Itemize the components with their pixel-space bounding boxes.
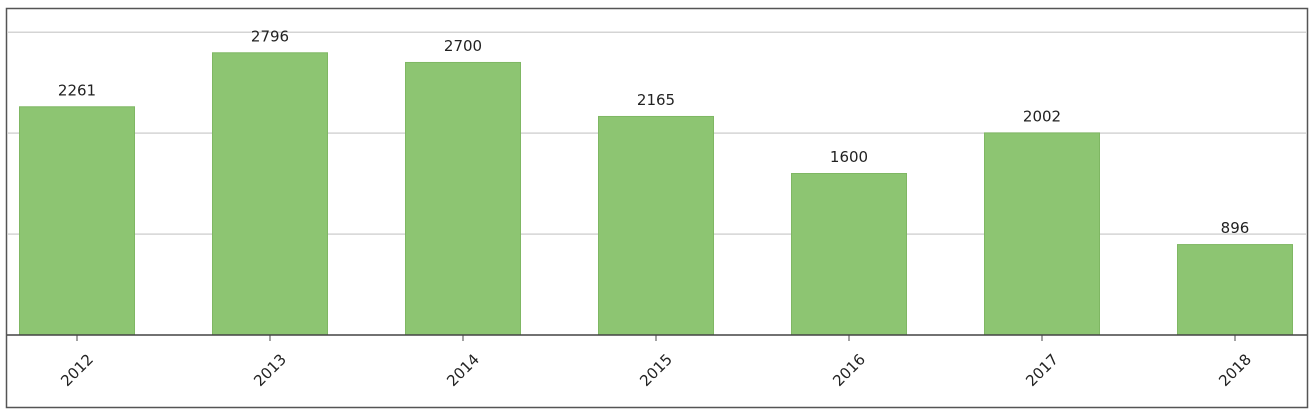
- bar: [791, 173, 907, 336]
- x-tick-label: 2015: [636, 350, 676, 390]
- bar: [19, 106, 135, 336]
- x-tick-label: 2017: [1022, 350, 1062, 390]
- value-label: 1600: [830, 148, 868, 166]
- bar: [598, 115, 714, 336]
- x-tick-label: 2012: [57, 350, 97, 390]
- x-tick-label: 2014: [443, 350, 483, 390]
- x-tick-label: 2016: [829, 350, 869, 390]
- x-tick-label: 2013: [250, 350, 290, 390]
- bar: [212, 52, 328, 336]
- bar: [984, 132, 1100, 336]
- value-label: 2261: [58, 81, 96, 99]
- value-label: 2165: [637, 91, 675, 109]
- x-tick-label: 2018: [1215, 350, 1255, 390]
- chart-border: [5, 7, 1309, 409]
- value-label: 2796: [251, 27, 289, 45]
- bar: [405, 61, 521, 336]
- value-label: 896: [1221, 219, 1250, 237]
- bar: [1177, 244, 1293, 336]
- value-label: 2002: [1023, 107, 1061, 125]
- value-label: 2700: [444, 37, 482, 55]
